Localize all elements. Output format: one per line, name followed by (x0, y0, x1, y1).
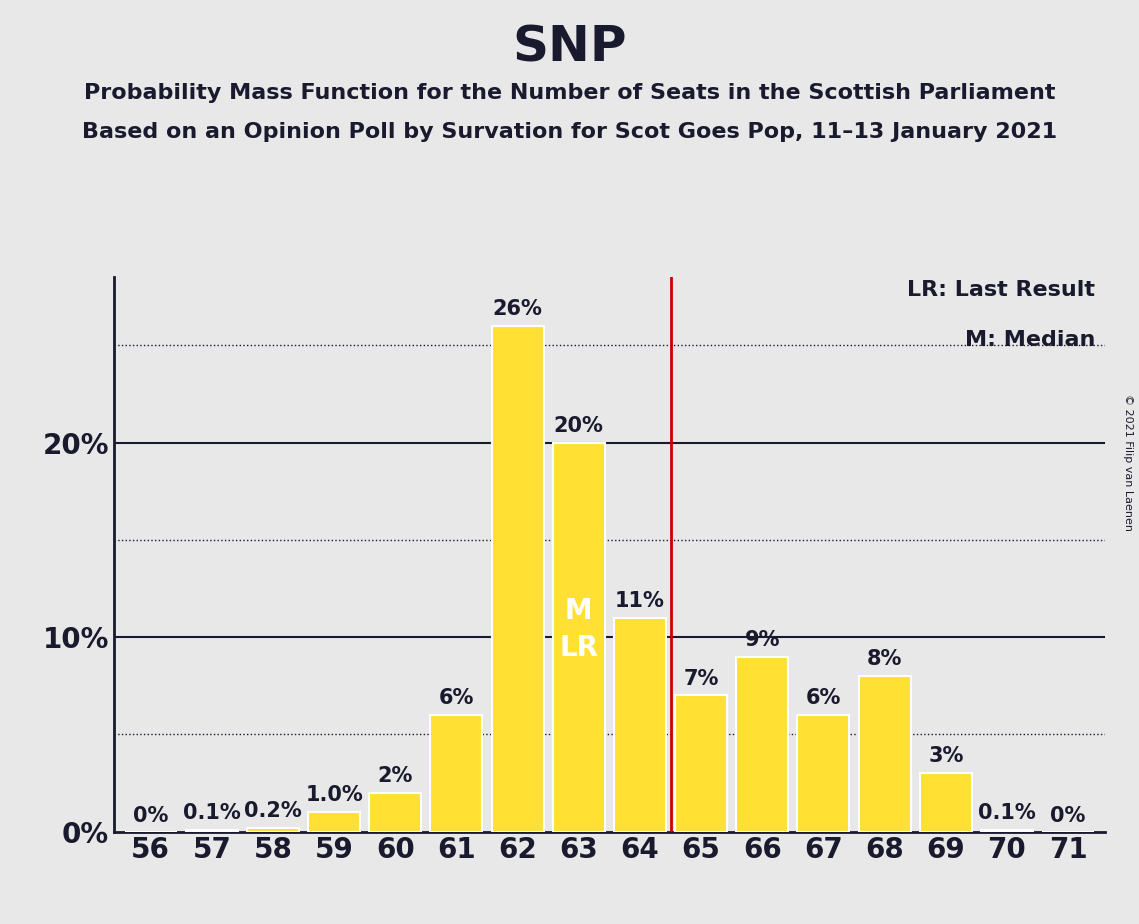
Bar (859, 676, 910, 832)
Text: 0.1%: 0.1% (978, 803, 1035, 823)
Text: 6%: 6% (805, 688, 841, 708)
Text: 1.0%: 1.0% (305, 785, 363, 806)
Text: 0.1%: 0.1% (183, 803, 240, 823)
Text: LR: Last Result: LR: Last Result (907, 280, 1095, 300)
Bar (614, 617, 666, 832)
Text: SNP: SNP (513, 23, 626, 71)
Text: 6%: 6% (439, 688, 474, 708)
Text: M: Median: M: Median (965, 330, 1095, 350)
Text: 9%: 9% (745, 630, 780, 650)
Text: 8%: 8% (867, 650, 902, 669)
Bar (675, 696, 727, 832)
Text: 0%: 0% (1050, 806, 1085, 826)
Bar (736, 657, 788, 832)
Text: M
LR: M LR (559, 597, 598, 662)
Text: Based on an Opinion Poll by Survation for Scot Goes Pop, 11–13 January 2021: Based on an Opinion Poll by Survation fo… (82, 122, 1057, 142)
Text: Probability Mass Function for the Number of Seats in the Scottish Parliament: Probability Mass Function for the Number… (84, 83, 1055, 103)
Bar (369, 793, 421, 832)
Bar (492, 326, 543, 832)
Bar (247, 828, 298, 832)
Text: 3%: 3% (928, 747, 964, 766)
Bar (552, 443, 605, 832)
Bar (797, 715, 850, 832)
Bar (920, 773, 972, 832)
Text: 26%: 26% (493, 299, 542, 319)
Text: 0.2%: 0.2% (244, 801, 302, 821)
Text: 11%: 11% (615, 590, 665, 611)
Bar (309, 812, 360, 832)
Bar (431, 715, 483, 832)
Text: © 2021 Filip van Laenen: © 2021 Filip van Laenen (1123, 394, 1133, 530)
Text: 7%: 7% (683, 669, 719, 688)
Bar (981, 830, 1033, 832)
Bar (186, 830, 238, 832)
Text: 20%: 20% (554, 416, 604, 436)
Text: 2%: 2% (378, 766, 413, 786)
Text: 0%: 0% (133, 806, 169, 826)
